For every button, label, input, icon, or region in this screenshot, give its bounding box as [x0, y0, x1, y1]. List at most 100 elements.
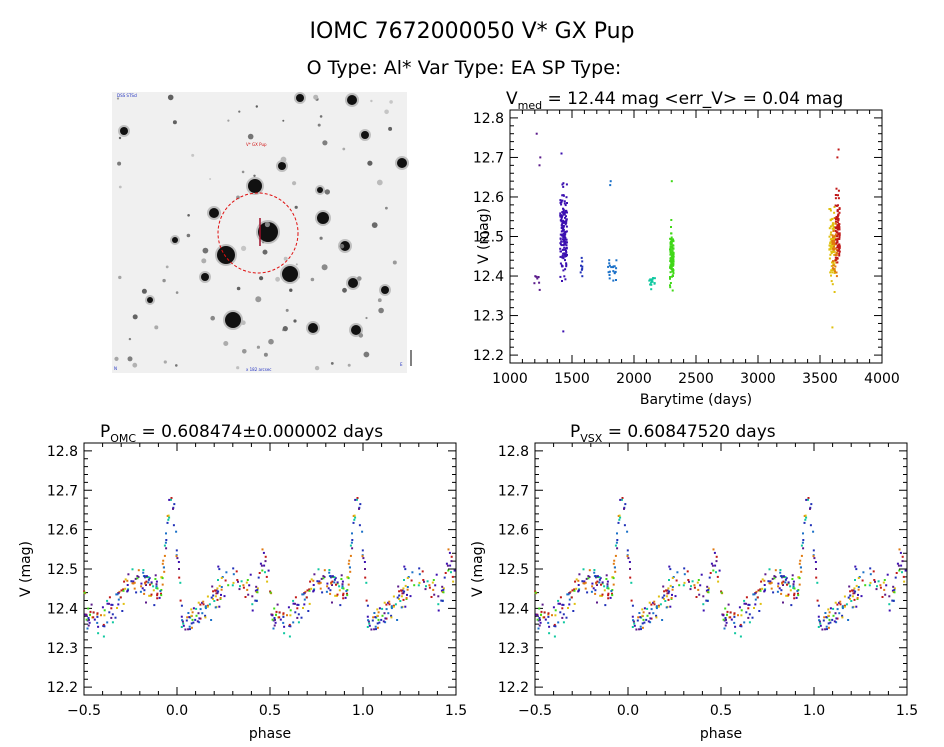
lightcurve-point [608, 270, 611, 273]
phase_omc-point [83, 590, 86, 593]
phase_vsx-point [670, 597, 673, 599]
phase_vsx-point [791, 578, 794, 580]
phase_omc-point [114, 616, 117, 619]
phase_vsx-point [773, 575, 776, 578]
phase_omc-point [319, 581, 322, 584]
lightcurve-point [834, 259, 837, 262]
phase_omc-point [377, 611, 380, 614]
phase_vsx-point [567, 593, 570, 596]
phase_omc-point [141, 587, 144, 590]
lightcurve-panel: Vmed = 12.44 mag <err_V> = 0.04 mag 1000… [473, 89, 900, 408]
faint-star [167, 94, 174, 101]
phase_omc-point [383, 601, 386, 604]
phase_omc-point [127, 573, 130, 576]
phase_vsx-point [849, 597, 851, 600]
lightcurve-point [831, 218, 834, 221]
lightcurve-point [533, 282, 536, 285]
lightcurve-point [830, 246, 833, 249]
phase_vsx-point [729, 616, 732, 619]
phase_omc-point [402, 587, 405, 590]
lightcurve-point [835, 243, 838, 246]
lightcurve-point [833, 243, 836, 246]
phase-omc-xlabel: phase [249, 726, 291, 742]
lightcurve-point [560, 224, 563, 227]
phase_omc-point [161, 562, 164, 565]
phase_omc-point [402, 592, 405, 595]
phase_vsx-point [586, 591, 589, 594]
lightcurve-point [831, 261, 833, 264]
phase_omc-point [161, 577, 164, 580]
lightcurve-point [829, 248, 832, 250]
lightcurve-point [536, 277, 539, 280]
phase_vsx-point [813, 557, 816, 560]
phase_vsx-point [655, 607, 658, 610]
image-source-label: DSS STScI [117, 93, 137, 98]
lightcurve-point [833, 268, 836, 271]
y-tick-label: 12.2 [47, 680, 78, 696]
phase_omc-point [321, 591, 324, 594]
phase_omc-point [88, 621, 91, 624]
phase_vsx-point [851, 606, 854, 609]
lightcurve-point [671, 258, 674, 261]
lightcurve-point [838, 250, 841, 253]
lightcurve-point [565, 263, 568, 266]
phase_omc-point [87, 624, 90, 627]
phase_vsx-point [653, 600, 656, 603]
phase_omc-point [345, 590, 348, 592]
lightcurve-points [533, 132, 841, 333]
phase_vsx-point [793, 594, 796, 597]
phase_omc-point [384, 617, 387, 620]
lightcurve-point [561, 265, 564, 268]
phase_vsx-point [693, 584, 696, 587]
phase_omc-point [292, 602, 295, 605]
phase_vsx-point [851, 589, 854, 592]
lightcurve-point [559, 215, 562, 218]
phase_omc-point [282, 613, 285, 616]
phase_vsx-point [713, 551, 716, 554]
faint-star [357, 276, 362, 281]
phase_omc-point [373, 628, 376, 631]
phase_vsx-point [877, 580, 880, 583]
phase_omc-point [259, 562, 262, 565]
lightcurve-point [669, 286, 672, 289]
lightcurve-point [830, 231, 833, 234]
phase_omc-point [261, 548, 264, 551]
phase_omc-point [126, 584, 129, 586]
phase_vsx-point [639, 616, 642, 619]
x-tick-label: 2000 [616, 371, 652, 387]
phase_vsx-point [747, 603, 750, 606]
phase_omc-point [144, 582, 147, 585]
phase_vsx-point [753, 607, 755, 609]
lightcurve-point [653, 277, 656, 280]
lightcurve-point [580, 256, 583, 259]
lightcurve-point [581, 267, 584, 270]
lightcurve-point [560, 240, 563, 243]
lightcurve-point [562, 225, 565, 228]
phase_vsx-point [817, 604, 820, 607]
phase_vsx-point [784, 578, 787, 581]
lightcurve-point [564, 268, 567, 271]
phase_vsx-point [740, 625, 743, 628]
phase_vsx-point [882, 581, 885, 584]
lightcurve-point [835, 220, 838, 223]
lightcurve-point [671, 244, 674, 247]
phase_vsx-point [671, 586, 674, 588]
y-tick-label: 12.8 [498, 444, 529, 460]
phase_omc-point [150, 593, 153, 596]
phase_omc-point [154, 574, 157, 577]
phase_vsx-point [832, 614, 835, 617]
phase_omc-point [144, 576, 147, 579]
phase_omc-point [302, 607, 304, 609]
phase_omc-point [110, 616, 113, 619]
lightcurve-point [832, 241, 835, 244]
phase_vsx-point [619, 516, 622, 519]
phase_omc-point [216, 587, 219, 590]
phase_vsx-point [707, 587, 710, 590]
lightcurve-point [838, 234, 841, 237]
phase_omc-point [103, 614, 106, 617]
phase_omc-point [400, 589, 403, 592]
phase_vsx-point [799, 559, 802, 562]
phase_vsx-point [726, 613, 728, 616]
phase_vsx-point [700, 573, 703, 576]
phase_omc-point [206, 605, 209, 608]
